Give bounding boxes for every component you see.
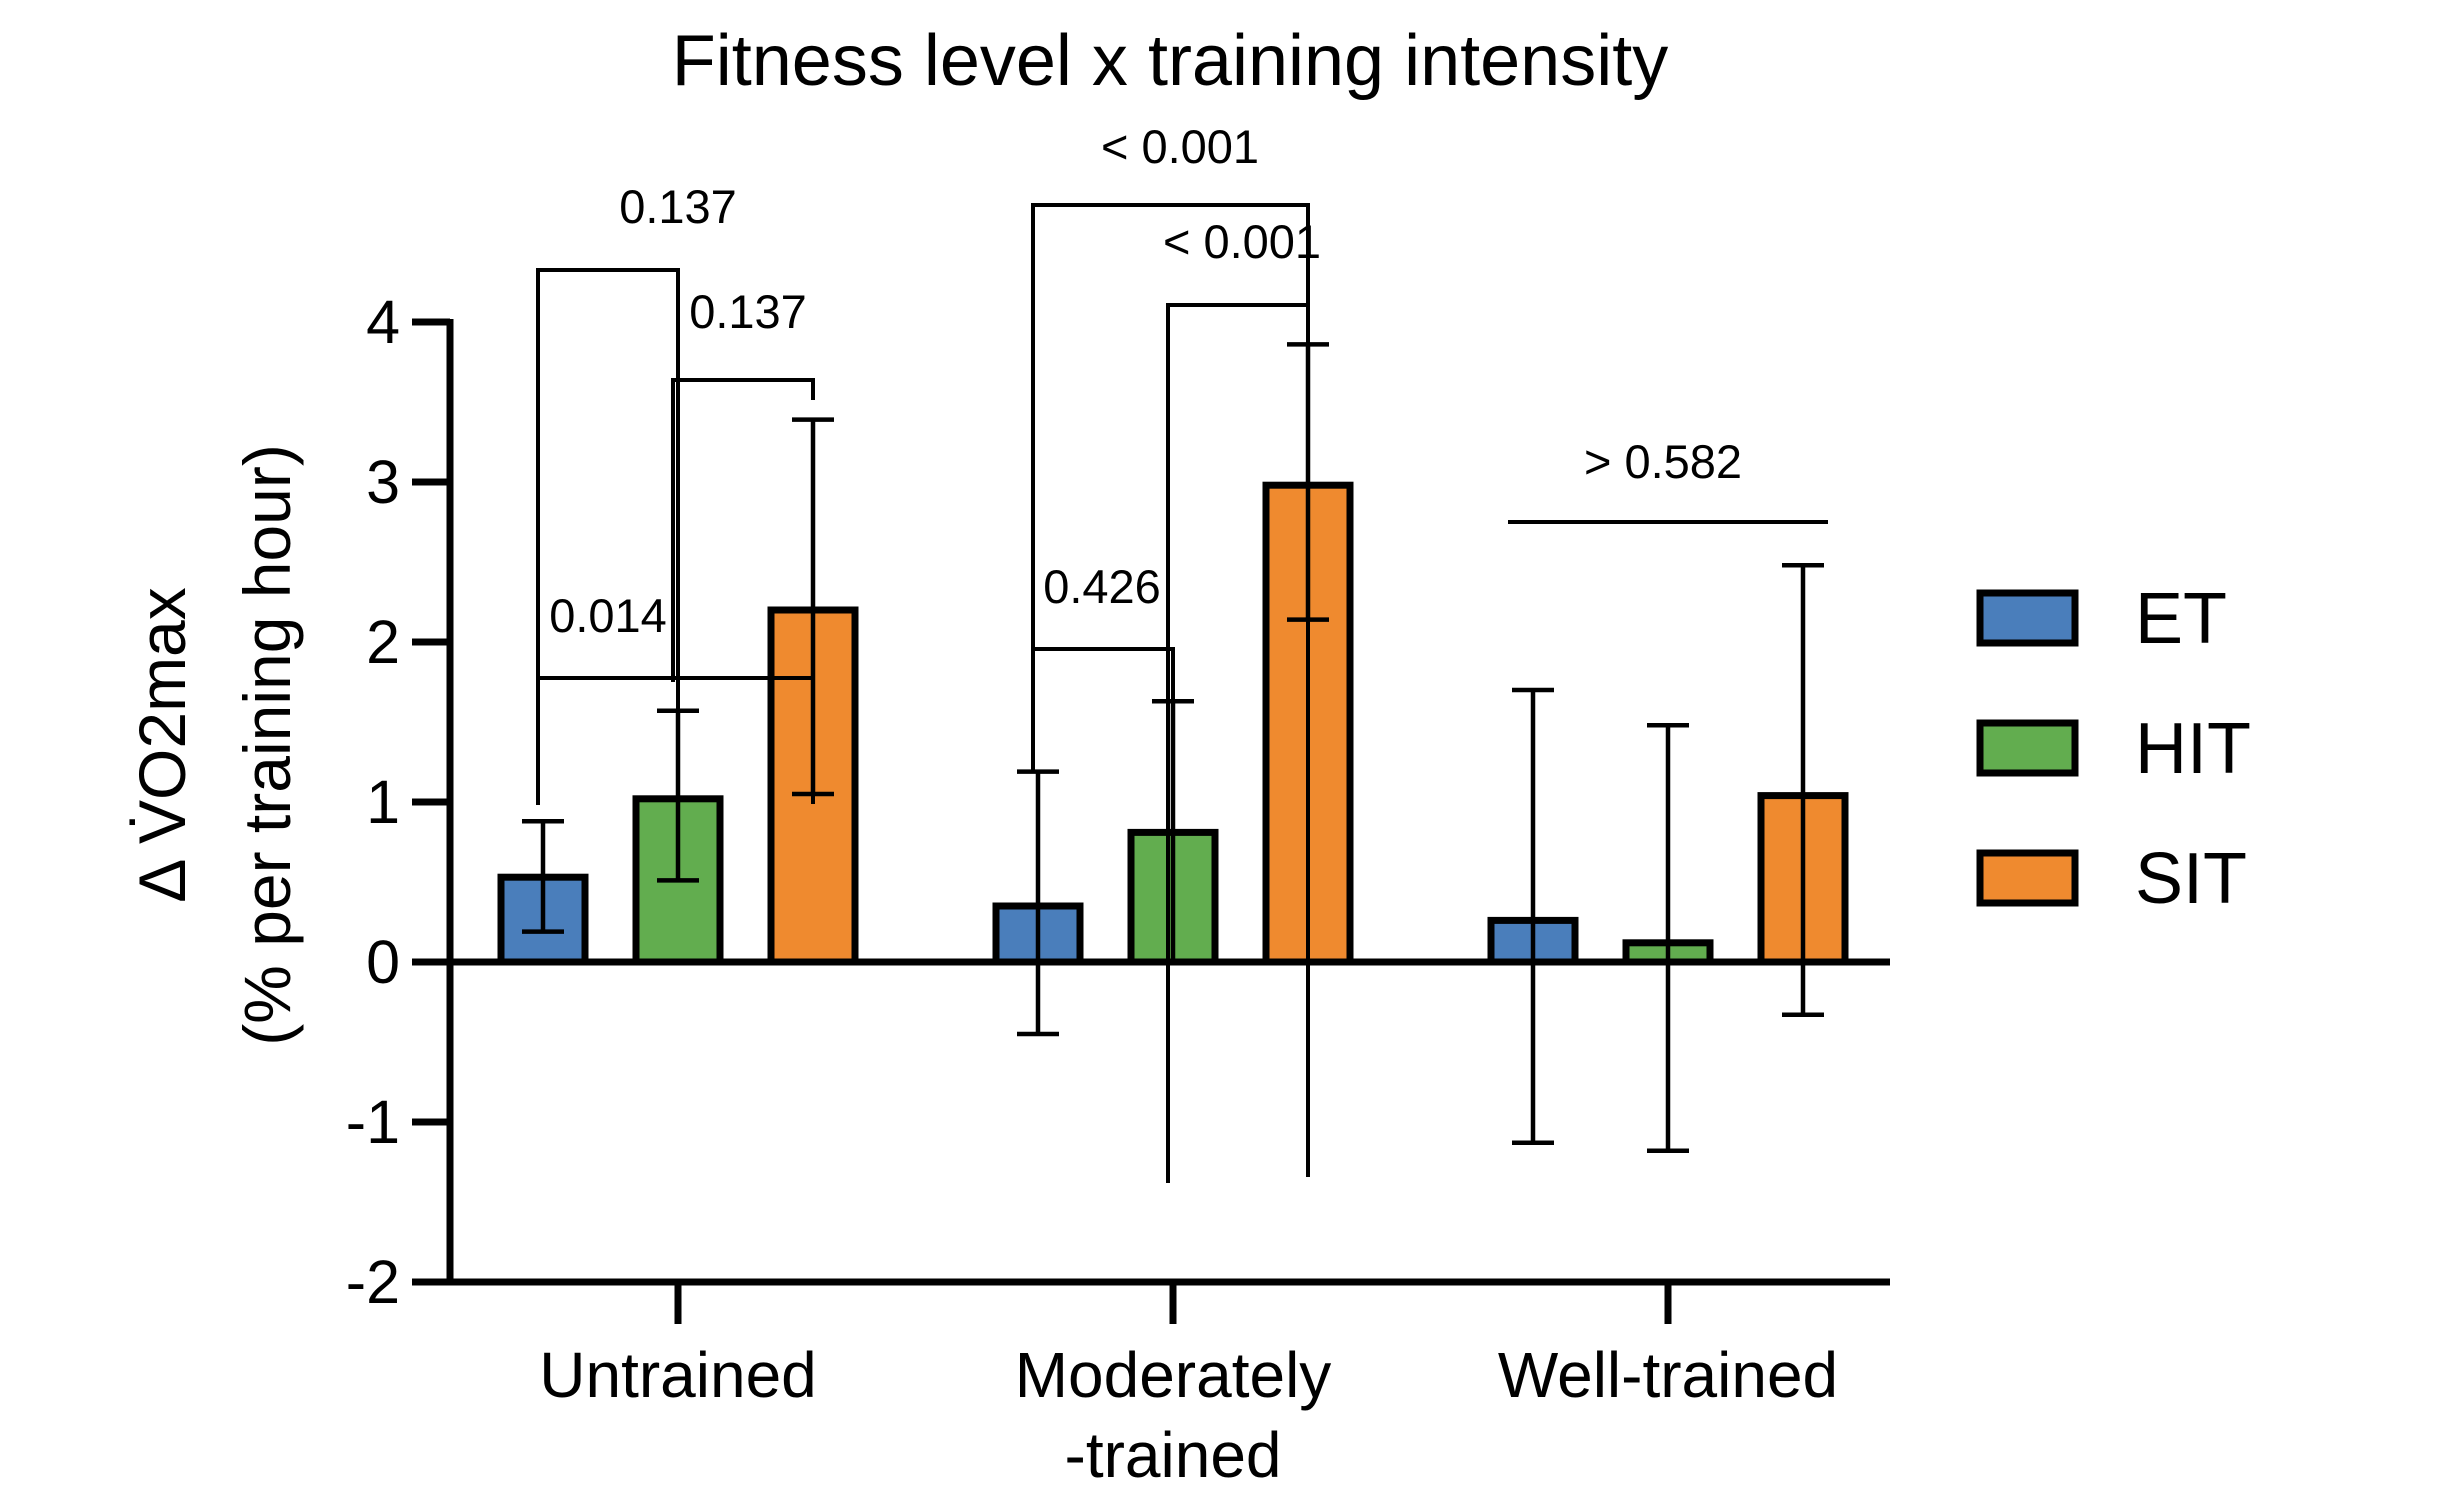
significance-bracket (1031, 647, 1175, 742)
p-value-label: 0.137 (619, 180, 737, 233)
legend-label-sit: SIT (2135, 839, 2247, 919)
x-category-label: Well-trained (1498, 1339, 1838, 1411)
x-category-label: Untrained (539, 1339, 817, 1411)
y-axis-label: Δ V̇O2max (% per training hour) (125, 444, 304, 1046)
y-tick-label: -2 (346, 1248, 400, 1316)
p-value-label: 0.426 (1043, 560, 1161, 613)
y-tick-label: 0 (366, 928, 400, 996)
p-value-label: < 0.001 (1101, 120, 1259, 173)
p-value-label: 0.137 (689, 285, 807, 338)
legend-swatch-hit (1976, 719, 2079, 777)
legend-label-et: ET (2135, 579, 2227, 659)
significance-bracket (536, 268, 680, 801)
plot-area: -2 -1 0 1 2 3 4 Untrained Moderately -trained Well… (346, 120, 1890, 1491)
y-axis-label-line2: (% per training hour) (230, 444, 304, 1046)
legend-label-hit: HIT (2135, 709, 2251, 789)
significance-bracket (1031, 203, 1310, 1177)
p-value-label: > 0.582 (1584, 435, 1742, 488)
x-category-label-line: -trained (1065, 1419, 1282, 1491)
p-value-label: 0.014 (549, 589, 667, 642)
x-category-label: Moderately -trained (1015, 1339, 1332, 1491)
y-tick-label: 4 (366, 288, 400, 356)
y-tick-label: 2 (366, 608, 400, 676)
legend: ET HIT SIT (1976, 579, 2251, 919)
y-axis-label-line1: Δ V̇O2max (125, 587, 199, 903)
y-tick-label: 3 (366, 448, 400, 516)
x-category-label-line: Well-trained (1498, 1339, 1838, 1411)
x-category-label-line: Untrained (539, 1339, 817, 1411)
x-category-label-line: Moderately (1015, 1339, 1332, 1411)
significance-bracket (536, 676, 815, 805)
chart-title: Fitness level x training intensity (672, 21, 1668, 101)
y-tick-label: -1 (346, 1088, 400, 1156)
significance-bracket (671, 378, 815, 682)
y-tick-label: 1 (366, 768, 400, 836)
legend-swatch-et (1976, 589, 2079, 647)
legend-swatch-sit (1976, 849, 2079, 907)
p-value-label: < 0.001 (1163, 215, 1321, 268)
